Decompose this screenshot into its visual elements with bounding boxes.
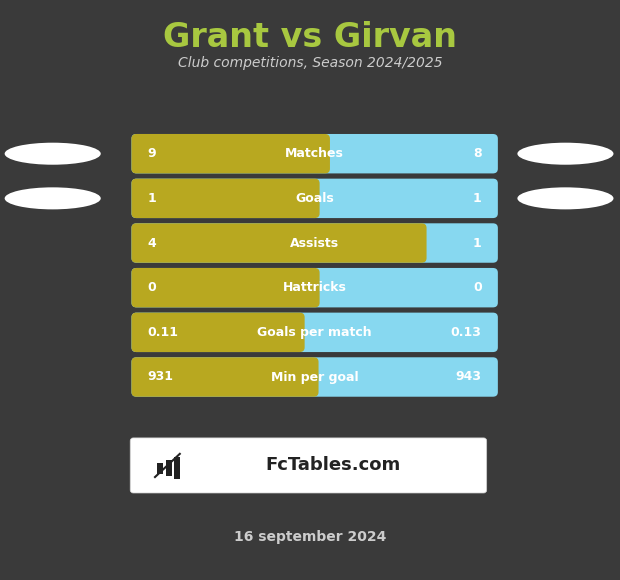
- Text: 1: 1: [148, 192, 156, 205]
- FancyBboxPatch shape: [157, 463, 163, 473]
- Text: Matches: Matches: [285, 147, 344, 160]
- FancyBboxPatch shape: [131, 179, 498, 218]
- Ellipse shape: [5, 143, 100, 165]
- Ellipse shape: [518, 143, 614, 165]
- Text: 1: 1: [473, 237, 482, 249]
- FancyBboxPatch shape: [131, 223, 427, 263]
- FancyBboxPatch shape: [166, 461, 172, 477]
- Ellipse shape: [518, 187, 614, 209]
- Text: 943: 943: [456, 371, 482, 383]
- Text: Assists: Assists: [290, 237, 339, 249]
- Text: 8: 8: [473, 147, 482, 160]
- FancyBboxPatch shape: [131, 357, 498, 397]
- Text: 0.13: 0.13: [451, 326, 482, 339]
- Text: 4: 4: [148, 237, 156, 249]
- Text: Grant vs Girvan: Grant vs Girvan: [163, 21, 457, 54]
- Text: FcTables.com: FcTables.com: [265, 456, 401, 474]
- FancyBboxPatch shape: [131, 179, 320, 218]
- Text: 931: 931: [148, 371, 174, 383]
- FancyBboxPatch shape: [131, 313, 498, 352]
- Text: Goals per match: Goals per match: [257, 326, 372, 339]
- FancyBboxPatch shape: [131, 268, 320, 307]
- Text: 0: 0: [473, 281, 482, 294]
- Text: 9: 9: [148, 147, 156, 160]
- FancyBboxPatch shape: [131, 134, 498, 173]
- FancyBboxPatch shape: [131, 268, 498, 307]
- FancyBboxPatch shape: [131, 313, 304, 352]
- Text: Hattricks: Hattricks: [283, 281, 347, 294]
- Text: 0.11: 0.11: [148, 326, 179, 339]
- FancyBboxPatch shape: [131, 134, 330, 173]
- Text: Min per goal: Min per goal: [271, 371, 358, 383]
- FancyBboxPatch shape: [174, 457, 180, 479]
- Text: 0: 0: [148, 281, 156, 294]
- Ellipse shape: [5, 187, 100, 209]
- FancyBboxPatch shape: [130, 438, 487, 493]
- Text: Goals: Goals: [295, 192, 334, 205]
- Text: 16 september 2024: 16 september 2024: [234, 530, 386, 543]
- FancyBboxPatch shape: [131, 223, 498, 263]
- FancyBboxPatch shape: [131, 357, 319, 397]
- Text: 1: 1: [473, 192, 482, 205]
- Text: Club competitions, Season 2024/2025: Club competitions, Season 2024/2025: [178, 56, 442, 70]
